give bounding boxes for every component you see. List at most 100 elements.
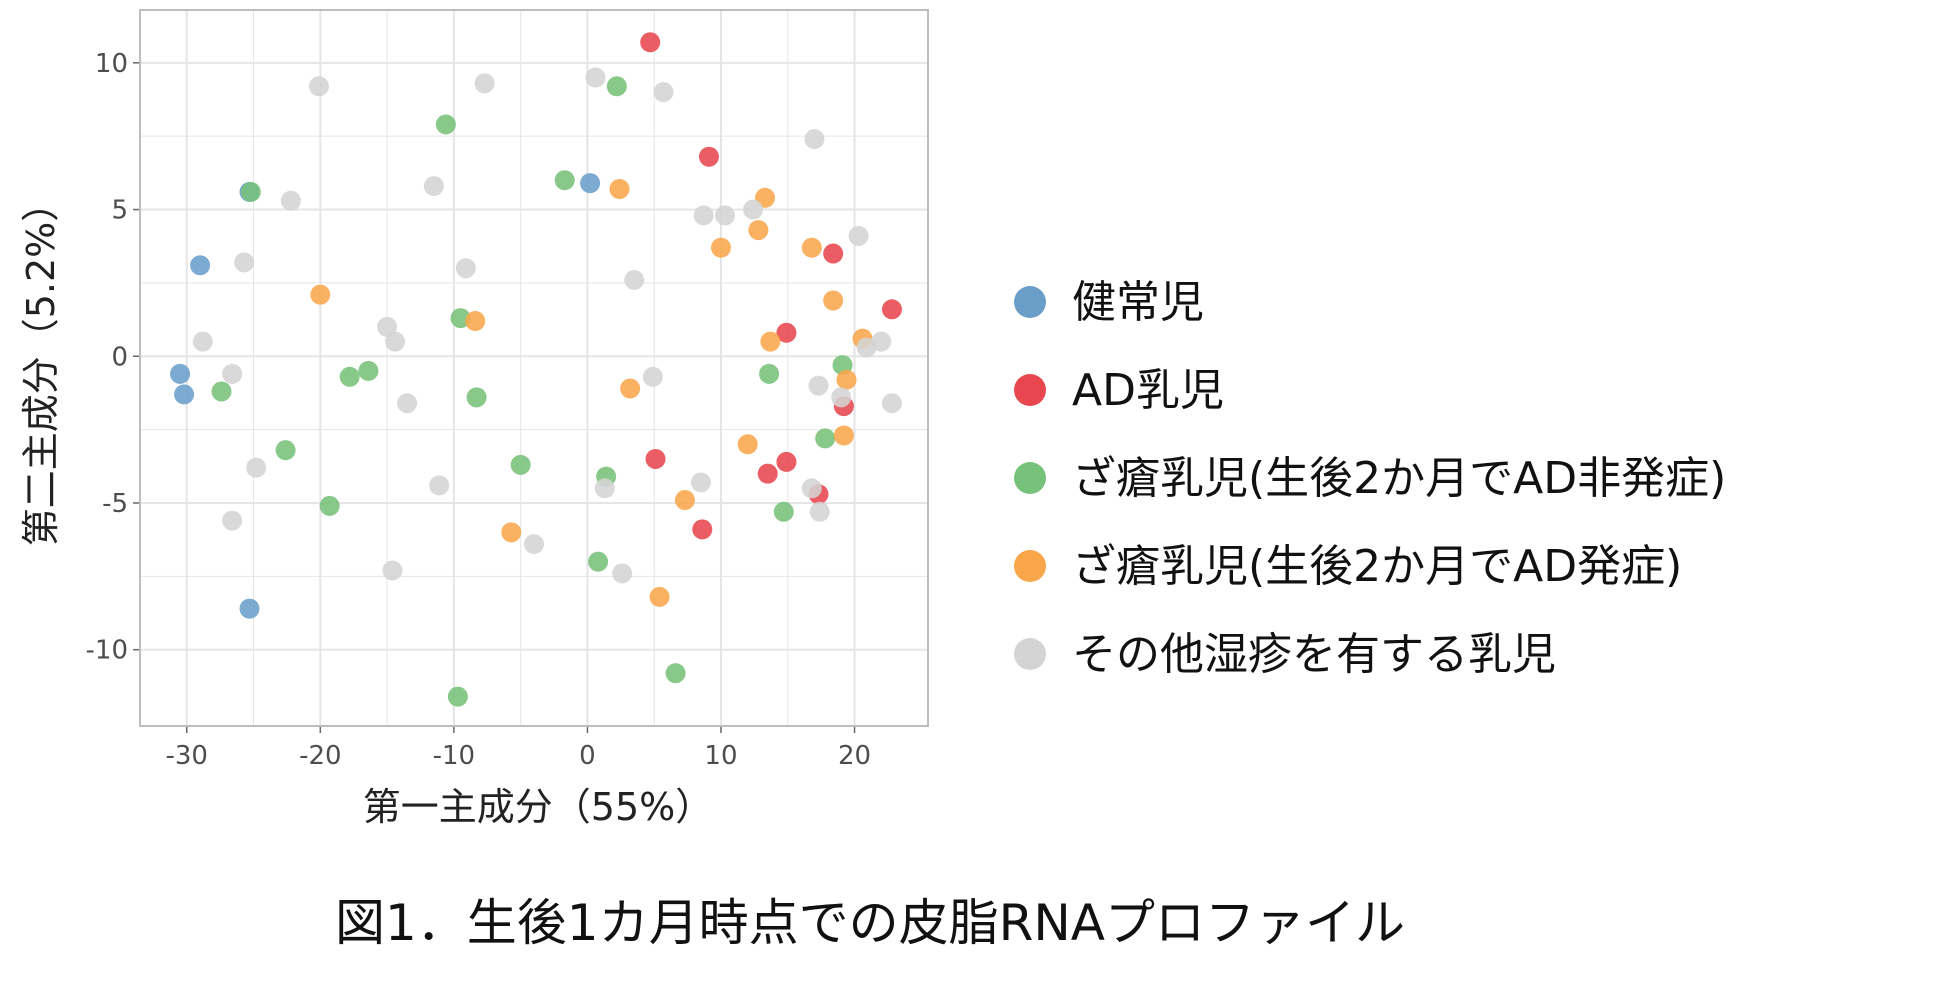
- data-point: [665, 663, 686, 684]
- data-point: [801, 478, 822, 499]
- plot-border: [139, 9, 929, 727]
- data-point: [653, 82, 674, 103]
- data-point: [465, 311, 486, 332]
- y-tick-label: 5: [111, 196, 128, 226]
- data-point: [848, 225, 869, 246]
- data-point: [609, 179, 630, 199]
- data-point: [773, 501, 794, 522]
- data-point: [594, 478, 615, 499]
- data-point: [808, 375, 829, 396]
- data-point: [174, 384, 195, 405]
- data-point: [776, 322, 797, 343]
- data-point: [554, 170, 575, 191]
- data-point: [690, 472, 711, 493]
- data-point: [382, 560, 403, 581]
- data-point: [222, 510, 243, 531]
- data-point: [524, 534, 544, 555]
- y-tick-label: -5: [102, 489, 128, 519]
- data-point: [640, 32, 661, 53]
- plot-panel: -30 -20 -10 0 10 20 10 5 0 -5 -10: [86, 9, 929, 771]
- data-point: [190, 255, 211, 276]
- data-point: [280, 190, 301, 211]
- data-point: [649, 586, 670, 607]
- data-point: [429, 475, 450, 496]
- data-point: [397, 393, 418, 414]
- data-point: [871, 331, 892, 352]
- data-point: [642, 366, 663, 387]
- data-point: [823, 290, 844, 311]
- series-4: [192, 67, 902, 584]
- legend-label: AD乳児: [1072, 365, 1224, 416]
- data-point: [831, 387, 852, 408]
- data-point: [319, 495, 340, 516]
- data-point: [620, 378, 641, 399]
- data-point: [693, 205, 714, 226]
- data-point: [192, 331, 213, 352]
- data-point: [447, 686, 468, 707]
- data-point: [624, 269, 645, 290]
- data-point: [211, 381, 232, 402]
- x-tick-label: -10: [433, 741, 475, 771]
- data-point: [692, 519, 713, 540]
- y-tick-label: 0: [111, 342, 128, 372]
- data-point: [423, 176, 444, 197]
- data-point: [815, 428, 836, 449]
- data-point: [714, 205, 735, 226]
- data-point: [748, 220, 769, 241]
- data-point: [776, 451, 797, 472]
- figure-caption: 図1．生後1カ月時点での皮脂RNAプロファイル: [335, 894, 1405, 952]
- data-point: [275, 440, 296, 461]
- y-axis-title: 第二主成分（5.2%）: [19, 184, 63, 547]
- x-tick-label: 10: [704, 741, 737, 771]
- data-point: [377, 316, 398, 337]
- data-point: [760, 331, 781, 352]
- data-point: [435, 114, 456, 135]
- data-point: [588, 551, 609, 572]
- data-point: [606, 76, 627, 97]
- data-point: [240, 181, 261, 202]
- legend-label: その他湿疹を有する乳児: [1072, 629, 1556, 680]
- data-point: [737, 434, 758, 455]
- data-point: [743, 199, 764, 220]
- data-point: [466, 387, 487, 408]
- data-point: [833, 425, 854, 446]
- data-point: [510, 454, 531, 475]
- series-3: [310, 179, 873, 607]
- data-point: [358, 360, 379, 381]
- data-point: [385, 331, 406, 352]
- data-point: [801, 237, 822, 258]
- data-point: [239, 598, 260, 619]
- y-tick-label: -10: [86, 636, 128, 666]
- data-point: [585, 67, 606, 88]
- data-point: [308, 76, 329, 97]
- data-point: [612, 563, 633, 584]
- x-tick-label: 0: [579, 741, 596, 771]
- data-point: [310, 284, 331, 305]
- data-point: [710, 237, 731, 258]
- legend-swatch: [1014, 462, 1046, 494]
- data-point: [759, 363, 780, 384]
- legend-label: 健常児: [1072, 277, 1204, 328]
- data-point: [246, 457, 267, 478]
- legend-label: ざ瘡乳児(生後2か月でAD非発症): [1072, 453, 1726, 504]
- data-point: [804, 129, 825, 150]
- x-axis-title: 第一主成分（55%）: [363, 785, 713, 829]
- data-point: [674, 490, 695, 511]
- data-point: [501, 522, 522, 543]
- data-point: [823, 243, 844, 264]
- y-tick-label: 10: [95, 49, 128, 79]
- data-point: [234, 252, 255, 273]
- x-tick-label: 20: [838, 741, 871, 771]
- legend-swatch: [1014, 286, 1046, 318]
- data-point: [339, 366, 360, 387]
- data-point: [170, 363, 191, 384]
- data-point: [474, 73, 495, 94]
- legend-swatch: [1014, 374, 1046, 406]
- data-point: [580, 173, 601, 194]
- data-point: [836, 369, 857, 390]
- x-tick-label: -20: [299, 741, 341, 771]
- data-point: [881, 299, 902, 320]
- data-point: [645, 448, 666, 469]
